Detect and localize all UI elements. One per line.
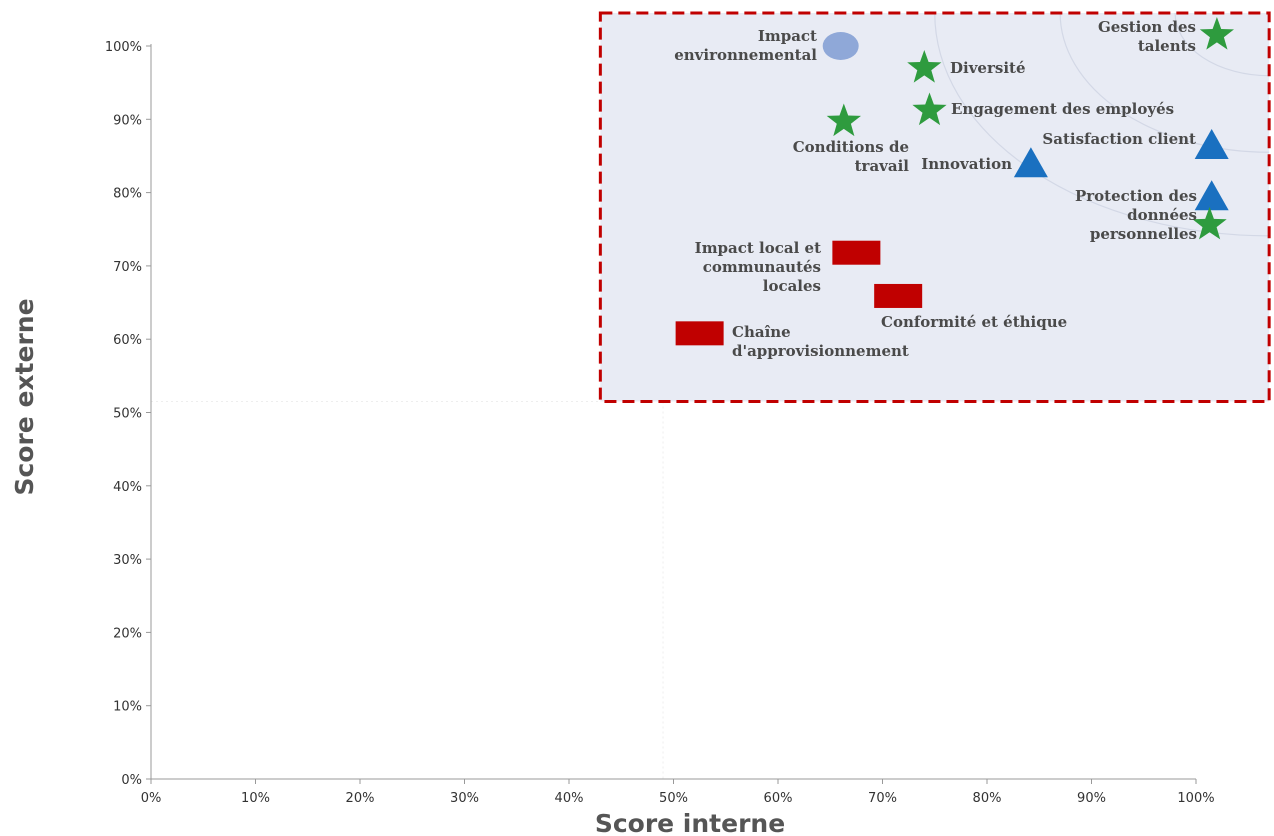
x-tick-label: 20%	[346, 791, 375, 806]
x-tick-label: 30%	[450, 791, 479, 806]
point-label-line: Conditions de	[793, 138, 909, 156]
point-label-0: Impact environnemental	[674, 27, 817, 64]
y-tick-label: 20%	[113, 626, 142, 641]
x-tick-label: 0%	[141, 791, 162, 806]
y-tick-label: 80%	[113, 187, 142, 202]
x-tick-label: 60%	[764, 791, 793, 806]
point-label-11: Chaîne d'approvisionnement	[732, 323, 909, 360]
point-labels-layer: Impact environnemental Diversité Gestion de…	[674, 18, 1197, 360]
x-tick-label: 50%	[659, 791, 688, 806]
point-label-line: données	[1127, 206, 1197, 224]
point-label-line: d'approvisionnement	[732, 342, 909, 360]
point-label-6: Innovation	[921, 155, 1012, 173]
y-tick-label: 50%	[113, 407, 142, 422]
point-label-4: Conditions de travail	[793, 138, 910, 175]
x-tick-label: 90%	[1077, 791, 1106, 806]
y-tick-label: 0%	[121, 773, 142, 788]
axes-layer: 0% 10% 20% 30% 40% 50% 60% 70% 80% 90% 100% 0% 10% 20…	[105, 40, 1215, 806]
point-label-2: Gestion des talents	[1098, 18, 1196, 55]
highlight-region-border	[598, 11, 1271, 404]
y-tick-label: 90%	[113, 113, 142, 128]
point-6-triangle-marker	[1013, 147, 1048, 178]
point-3-star-marker	[912, 92, 947, 126]
point-5-triangle-marker	[1194, 128, 1229, 159]
x-tick-label: 80%	[973, 791, 1002, 806]
x-tick-label: 70%	[868, 791, 897, 806]
point-label-line: Conformité et éthique	[881, 313, 1067, 331]
point-7-triangle-marker	[1194, 180, 1229, 211]
point-label-line: Satisfaction client	[1042, 130, 1196, 148]
point-2-star-marker	[1199, 17, 1234, 50]
point-label-line: Diversité	[950, 59, 1025, 77]
point-9-rect-marker	[832, 240, 881, 265]
point-label-5: Satisfaction client	[1042, 130, 1196, 148]
point-label-line: environnemental	[674, 46, 817, 64]
y-tick-label: 10%	[113, 700, 142, 715]
points-layer	[675, 17, 1234, 346]
x-tick-label: 100%	[1177, 791, 1214, 806]
point-label-3: Engagement des employés	[951, 100, 1174, 118]
point-label-9: Impact local et communautés locales	[695, 239, 821, 295]
point-11-rect-marker	[675, 321, 724, 346]
y-tick-label: 30%	[113, 553, 142, 568]
point-label-line: Chaîne	[732, 323, 791, 341]
point-4-star-marker	[826, 103, 861, 137]
point-label-line: Engagement des employés	[951, 100, 1174, 118]
point-10-rect-marker	[874, 283, 923, 308]
point-label-10: Conformité et éthique	[881, 313, 1067, 331]
y-tick-label: 100%	[105, 40, 142, 55]
y-tick-label: 40%	[113, 480, 142, 495]
point-label-line: Gestion des	[1098, 18, 1196, 36]
x-axis-title: Score interne	[595, 809, 785, 836]
point-label-1: Diversité	[950, 59, 1025, 77]
y-tick-label: 70%	[113, 260, 142, 275]
y-tick-label: 60%	[113, 333, 142, 348]
point-0-ellipse-marker	[822, 32, 859, 60]
point-8-star-marker	[1192, 206, 1227, 240]
point-label-line: travail	[855, 157, 910, 175]
x-tick-label: 40%	[555, 791, 584, 806]
point-label-line: personnelles	[1090, 225, 1197, 243]
point-label-line: Protection des	[1075, 187, 1197, 205]
point-label-line: locales	[763, 277, 821, 295]
point-label-line: Impact local et	[695, 239, 821, 257]
point-label-line: communautés	[703, 258, 821, 276]
point-label-line: Innovation	[921, 155, 1012, 173]
point-label-line: talents	[1138, 37, 1196, 55]
point-label-7: Protection des données personnelles	[1075, 187, 1197, 243]
point-1-star-marker	[907, 50, 942, 83]
point-label-line: Impact	[758, 27, 817, 45]
x-tick-label: 10%	[241, 791, 270, 806]
y-axis-title: Score externe	[10, 298, 39, 495]
